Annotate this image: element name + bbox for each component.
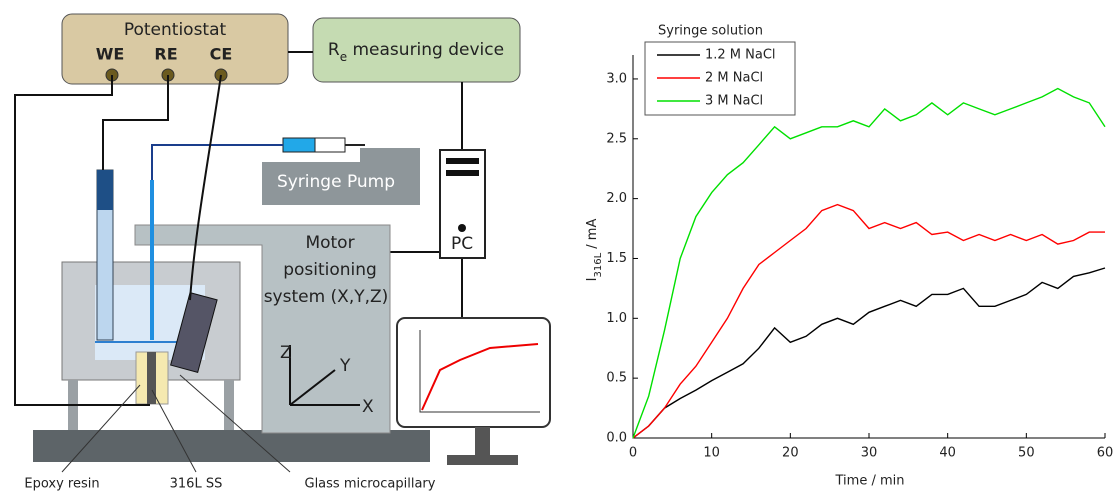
x-tick-label: 10 bbox=[703, 446, 720, 461]
axis-label: X bbox=[362, 397, 374, 417]
potentiostat-box bbox=[61, 13, 289, 85]
series-line bbox=[632, 87, 1106, 439]
counter-electrode bbox=[170, 292, 218, 373]
monitor-stand bbox=[475, 427, 490, 455]
legend-label: 3 M NaCl bbox=[705, 94, 763, 109]
x-tick-label: 40 bbox=[939, 446, 956, 461]
syringe-barrel bbox=[282, 137, 316, 153]
text: e bbox=[340, 50, 347, 64]
base-plate bbox=[33, 430, 430, 462]
motor-label: positioning bbox=[283, 260, 377, 280]
x-tick-label: 60 bbox=[1097, 446, 1114, 461]
terminal-label: RE bbox=[154, 45, 177, 64]
callout: 316L SS bbox=[170, 477, 223, 492]
y-tick-label: 1.5 bbox=[606, 251, 627, 266]
callout: Glass microcapillary bbox=[305, 477, 436, 492]
y-tick-label: 0.0 bbox=[606, 431, 627, 446]
text: 316L bbox=[593, 252, 604, 277]
text: I bbox=[585, 278, 600, 282]
setup-diagram: Potentiostat WE RE CE Re measuring devic… bbox=[14, 13, 551, 492]
terminal-label: CE bbox=[210, 45, 233, 64]
x-tick-label: 30 bbox=[861, 446, 878, 461]
syringe-pump bbox=[262, 148, 420, 205]
callout: Epoxy resin bbox=[24, 477, 99, 492]
potentiostat-title: Potentiostat bbox=[124, 20, 227, 40]
inset-curve bbox=[421, 343, 539, 411]
leg bbox=[224, 380, 234, 430]
motor-label: system (X,Y,Z) bbox=[264, 287, 389, 307]
motor-label: Motor bbox=[305, 233, 354, 253]
legend-label: 2 M NaCl bbox=[705, 71, 763, 86]
sample bbox=[147, 352, 156, 404]
re-device-box bbox=[312, 17, 521, 83]
pc-box bbox=[439, 149, 486, 259]
x-tick-label: 50 bbox=[1018, 446, 1035, 461]
chart: Syringe solution Time / min I316L / mA 0… bbox=[585, 24, 1114, 489]
re-device-label: Re measuring device bbox=[328, 40, 504, 64]
y-tick-label: 2.0 bbox=[606, 191, 627, 206]
y-tick-label: 2.5 bbox=[606, 131, 627, 146]
y-tick-label: 0.5 bbox=[606, 371, 627, 386]
pc-slot bbox=[446, 158, 479, 164]
pc-button bbox=[458, 224, 466, 232]
legend-label: 1.2 M NaCl bbox=[705, 48, 776, 63]
x-axis-label: Time / min bbox=[835, 474, 905, 489]
pc-label: PC bbox=[451, 234, 473, 254]
motor-stage bbox=[134, 224, 391, 434]
axis-label: Z bbox=[280, 343, 292, 363]
series-line bbox=[632, 203, 1105, 439]
y-tick-label: 1.0 bbox=[606, 311, 627, 326]
syringe-pump-label: Syringe Pump bbox=[277, 172, 395, 192]
monitor-base bbox=[447, 455, 518, 465]
axis-arrows bbox=[289, 345, 360, 406]
connection bbox=[288, 51, 463, 318]
series-line bbox=[632, 267, 1106, 439]
y-tick-label: 3.0 bbox=[606, 71, 627, 86]
pc-slot bbox=[446, 170, 479, 176]
legend-title: Syringe solution bbox=[658, 24, 763, 39]
text: R bbox=[328, 40, 340, 60]
tubing bbox=[151, 144, 283, 180]
x-tick-label: 0 bbox=[629, 446, 637, 461]
x-tick-label: 20 bbox=[782, 446, 799, 461]
text: / mA bbox=[585, 219, 600, 253]
callout-line bbox=[61, 374, 291, 473]
syringe-barrel bbox=[314, 137, 346, 153]
inset-axes bbox=[419, 330, 540, 413]
y-axis-label: I316L / mA bbox=[585, 219, 604, 282]
axis-label: Y bbox=[339, 356, 351, 376]
terminal-label: WE bbox=[96, 45, 125, 64]
wire bbox=[14, 74, 222, 406]
text: measuring device bbox=[347, 40, 504, 60]
reference-cap bbox=[97, 170, 113, 210]
